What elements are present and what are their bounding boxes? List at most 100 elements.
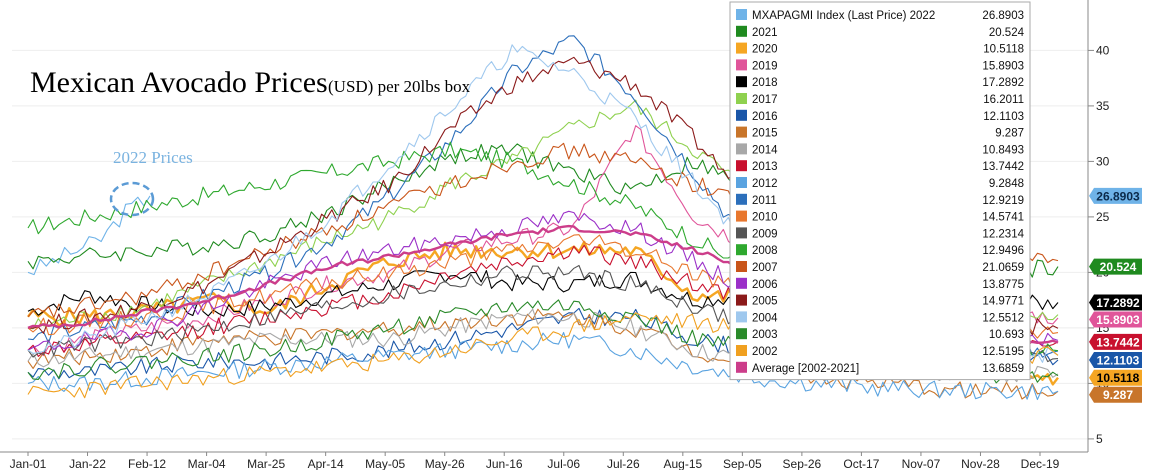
value-tag: 12.1103 <box>1089 351 1142 368</box>
chart-title: Mexican Avocado Prices <box>30 66 328 99</box>
legend-value: 16.2011 <box>983 94 1024 106</box>
x-tick-label: Nov-07 <box>902 457 941 470</box>
legend-swatch <box>736 193 747 205</box>
legend-swatch <box>736 143 747 155</box>
legend-value: 15.8903 <box>982 60 1024 72</box>
x-tick-label: Mar-25 <box>247 457 285 470</box>
legend-swatch <box>736 9 747 20</box>
legend-swatch <box>736 126 747 138</box>
value-tag: 17.2892 <box>1089 294 1142 311</box>
x-tick-label: Feb-12 <box>128 457 166 470</box>
legend-swatch <box>736 93 747 104</box>
x-tick-label: Oct-17 <box>843 457 879 470</box>
y-tick-label: 35 <box>1096 99 1110 113</box>
legend-label: 2004 <box>752 312 778 324</box>
legend-label: 2006 <box>752 279 778 291</box>
x-tick-label: Dec-19 <box>1021 457 1060 470</box>
legend-value: 17.2892 <box>982 77 1024 89</box>
legend-value: 26.8903 <box>982 10 1024 22</box>
legend-value: 12.1103 <box>983 111 1024 123</box>
legend-value: 12.9496 <box>982 245 1024 257</box>
value-tag: 15.8903 <box>1089 311 1142 328</box>
legend-swatch <box>736 177 747 188</box>
x-tick-label: Mar-04 <box>188 457 226 470</box>
value-tag-label: 10.5118 <box>1097 371 1140 385</box>
value-tag-label: 17.2892 <box>1096 296 1140 310</box>
legend-swatch <box>736 294 747 306</box>
legend-label: 2009 <box>752 228 778 240</box>
legend-value: 9.2848 <box>989 178 1024 190</box>
legend-label: 2014 <box>752 144 778 156</box>
legend-value: 21.0659 <box>982 262 1024 274</box>
x-tick-label: May-26 <box>425 457 465 470</box>
legend-swatch <box>736 160 747 172</box>
legend-value: 10.693 <box>989 329 1024 341</box>
legend-swatch <box>736 42 747 54</box>
legend-swatch <box>736 361 747 373</box>
legend-value: 13.8775 <box>982 279 1024 291</box>
value-tag-label: 12.1103 <box>1097 353 1140 367</box>
legend-swatch <box>736 277 747 289</box>
legend-swatch <box>736 210 747 222</box>
legend-label: 2002 <box>752 346 778 358</box>
legend-label: MXAPAGMI Index (Last Price) 2022 <box>752 10 935 22</box>
x-tick-label: May-05 <box>365 457 405 470</box>
legend-label: 2019 <box>752 60 778 72</box>
legend-label: 2013 <box>752 161 778 173</box>
x-tick-label: Sep-26 <box>783 457 822 470</box>
x-tick-label: Jul-26 <box>607 457 640 470</box>
x-tick-label: Jan-22 <box>69 457 106 470</box>
x-tick-label: Jun-16 <box>486 457 523 470</box>
y-tick-label: 40 <box>1096 43 1110 57</box>
legend-value: 9.287 <box>995 128 1024 140</box>
legend-label: 2015 <box>752 128 778 140</box>
legend-value: 14.9771 <box>982 296 1024 308</box>
legend-label: 2003 <box>752 329 778 341</box>
legend-label: 2021 <box>752 27 778 39</box>
legend-value: 13.6859 <box>982 363 1024 375</box>
legend-label: 2018 <box>752 77 778 89</box>
chart-subtitle: (USD) per 20lbs box <box>328 77 471 96</box>
series-line-2012 <box>27 331 1059 401</box>
legend-value: 12.5512 <box>982 312 1024 324</box>
x-tick-label: Jul-06 <box>547 457 580 470</box>
value-tag-label: 9.287 <box>1103 388 1133 402</box>
legend-label: 2017 <box>752 94 778 106</box>
legend-label: 2010 <box>752 212 778 224</box>
legend-value: 12.2314 <box>982 228 1024 240</box>
legend-label: 2007 <box>752 262 778 274</box>
value-tag-label: 13.7442 <box>1096 335 1140 349</box>
value-tag: 13.7442 <box>1089 333 1142 350</box>
y-tick-label: 30 <box>1096 154 1110 168</box>
x-tick-label: Nov-28 <box>961 457 1000 470</box>
value-tag-label: 15.8903 <box>1096 313 1140 327</box>
legend-swatch <box>736 227 747 239</box>
value-tag: 20.524 <box>1089 258 1142 275</box>
legend-value: 14.5741 <box>982 212 1024 224</box>
y-tick-label: 25 <box>1096 210 1110 224</box>
legend-swatch <box>736 76 747 88</box>
value-tag: 9.287 <box>1089 386 1142 403</box>
value-tag-label: 26.8903 <box>1096 189 1140 203</box>
legend-label: 2005 <box>752 296 778 308</box>
x-tick-label: Aug-15 <box>663 457 702 470</box>
x-tick-label: Apr-14 <box>308 457 344 470</box>
legend-value: 12.5195 <box>982 346 1024 358</box>
legend-label: 2020 <box>752 44 778 56</box>
legend-value: 10.5118 <box>983 44 1024 56</box>
legend-swatch <box>736 109 747 121</box>
legend-swatch <box>736 328 747 340</box>
series-line-2022 <box>27 195 151 276</box>
legend-label: Average [2002-2021] <box>752 363 859 375</box>
annotation-ellipse <box>109 181 155 217</box>
legend-label: 2008 <box>752 245 778 257</box>
legend-swatch <box>736 59 747 71</box>
x-tick-label: Sep-05 <box>723 457 762 470</box>
legend-value: 20.524 <box>989 27 1025 39</box>
legend-swatch <box>736 311 747 323</box>
value-tag: 10.5118 <box>1089 369 1142 386</box>
legend-value: 12.9219 <box>982 195 1024 207</box>
annotation-2022-prices: 2022 Prices <box>113 148 193 167</box>
legend-swatch <box>736 261 747 272</box>
